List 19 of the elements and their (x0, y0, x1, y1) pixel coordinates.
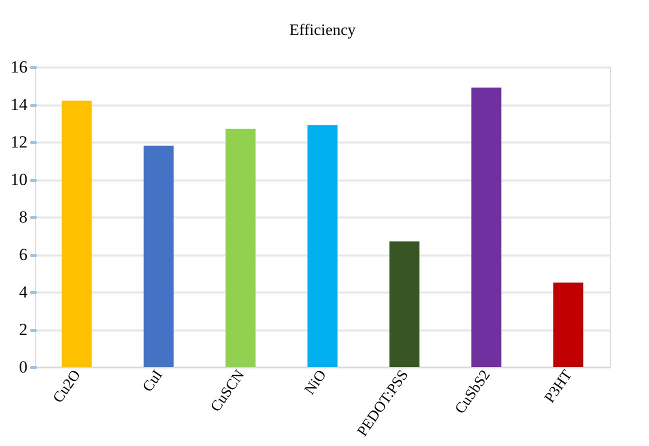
bar (389, 241, 420, 367)
bar (226, 128, 256, 367)
bar (62, 100, 92, 367)
y-tick-label: 14 (10, 95, 28, 114)
bar (553, 282, 584, 367)
y-tick-label: 16 (10, 58, 28, 76)
chart-title: Efficiency (289, 22, 356, 39)
y-tick-label: 4 (19, 282, 28, 302)
y-tick-label: 2 (19, 320, 28, 339)
y-tick-label: 12 (10, 132, 28, 152)
x-tick-label: NiO (302, 367, 330, 398)
y-tick-label: 8 (19, 208, 28, 226)
y-tick-label: 0 (19, 358, 28, 376)
bar (308, 125, 338, 367)
bar (471, 88, 502, 367)
bar (144, 146, 174, 367)
y-tick-label: 10 (10, 170, 28, 189)
y-tick-label: 6 (19, 245, 28, 264)
x-tick-label: CuI (140, 367, 166, 396)
